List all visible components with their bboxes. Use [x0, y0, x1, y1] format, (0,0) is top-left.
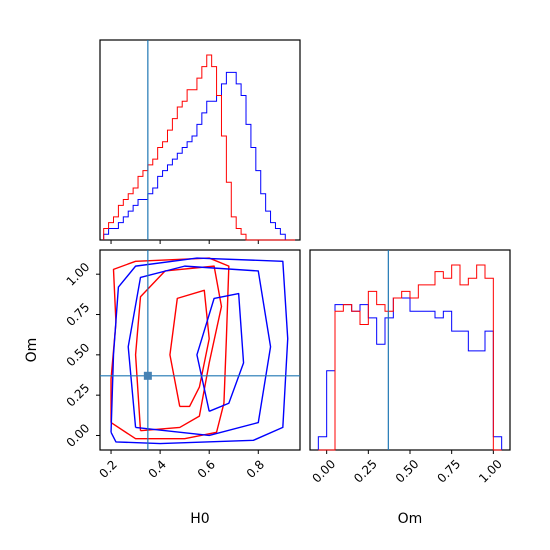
joint-ytick-label-2: 0.50 — [64, 340, 93, 369]
om-hist-series-1 — [318, 264, 502, 451]
x-axis-title-h0: H0 — [190, 511, 209, 527]
contour-1-1 — [127, 265, 272, 437]
contour-1-0 — [110, 257, 289, 445]
panel-frames — [96, 39, 511, 454]
joint-ytick-label-0: 0.00 — [64, 421, 93, 450]
h0-hist-series-1 — [103, 54, 296, 241]
contour-0-2 — [169, 289, 210, 408]
om-xtick-label-4: 1.00 — [476, 457, 505, 486]
om-hist-series-0 — [317, 297, 503, 450]
h0-hist-frame — [99, 39, 301, 241]
contour-0-1 — [134, 265, 223, 432]
contour-1-2 — [196, 292, 245, 412]
joint-xtick-label-2: 0.6 — [195, 457, 218, 480]
om-hist-frame — [309, 249, 511, 451]
om-xtick-label-3: 0.75 — [434, 457, 463, 486]
axis-labels: 0.2 0.4 0.6 0.8 0.00 0.25 0.50 0.75 1.00 H0 Om 0.00… — [24, 260, 505, 527]
joint-xtick-label-1: 0.4 — [146, 457, 169, 480]
joint-frame — [99, 249, 301, 451]
joint-xtick-label-3: 0.8 — [244, 457, 267, 480]
joint-ytick-label-4: 1.00 — [64, 260, 93, 289]
joint-ytick-label-3: 0.75 — [64, 300, 93, 329]
om-xtick-label-2: 0.50 — [393, 457, 422, 486]
plot-content — [100, 40, 503, 451]
joint-ytick-label-1: 0.25 — [64, 381, 93, 410]
y-axis-title-om: Om — [24, 338, 40, 363]
truth-point-marker — [143, 371, 152, 380]
om-xtick-label-1: 0.25 — [351, 457, 380, 486]
joint-xtick-label-0: 0.2 — [97, 457, 120, 480]
om-xtick-label-0: 0.00 — [309, 457, 338, 486]
x-axis-title-om: Om — [398, 511, 423, 527]
h0-hist-series-0 — [103, 71, 296, 241]
